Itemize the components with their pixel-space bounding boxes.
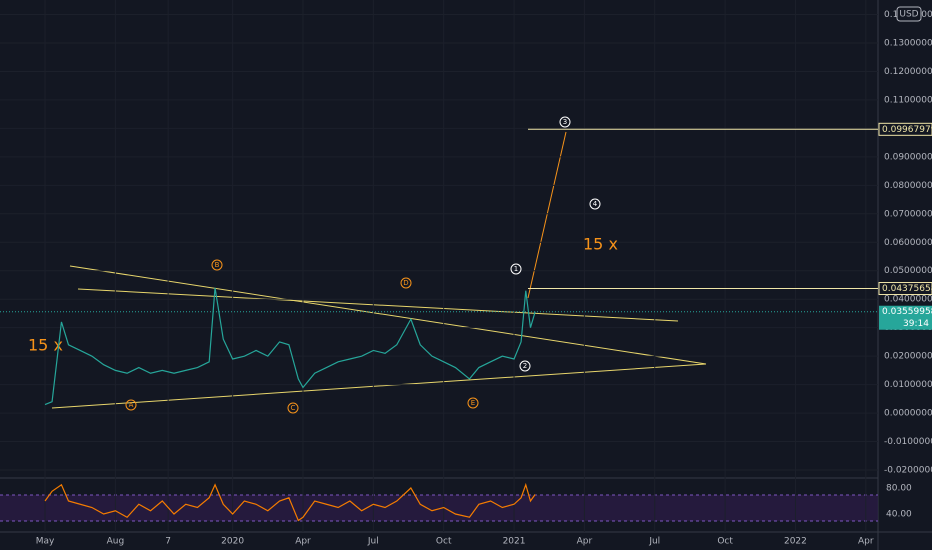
- wave-label: 1: [514, 265, 518, 273]
- trendlines: [51, 265, 707, 409]
- price-label-bg: [879, 305, 932, 330]
- x-tick-label: 2020: [221, 537, 244, 547]
- wave-label: 4: [593, 200, 598, 208]
- wave-label: E: [471, 399, 475, 407]
- wave-circle: [125, 399, 137, 411]
- x-tick-label: Jul: [648, 537, 660, 547]
- x-tick-label: Apr: [295, 537, 311, 547]
- resistance-line: [77, 288, 679, 322]
- price-label-bg: [878, 122, 932, 136]
- x-tick-label: Oct: [436, 537, 452, 547]
- wave-circle: [510, 263, 522, 275]
- wave-label: 2: [523, 362, 527, 370]
- gain-label: 15 x: [28, 336, 63, 355]
- wave-label: 3: [563, 118, 567, 126]
- price-label: 0.04375658: [882, 284, 932, 294]
- wave-label: B: [215, 261, 220, 269]
- x-tick-label: Oct: [717, 537, 733, 547]
- wave-circle: [589, 198, 601, 210]
- x-tick-label: Apr: [858, 537, 874, 547]
- x-tick-label: Aug: [107, 537, 125, 547]
- rsi-band: [0, 495, 878, 521]
- wave-circle: [287, 402, 299, 414]
- annotations: 15 x 15 x A B C D E 1 2 3 4: [28, 116, 618, 414]
- price-label-bg: [878, 282, 932, 296]
- countdown: 39:14: [903, 319, 929, 329]
- rsi-tick-label: 80.00: [886, 484, 912, 494]
- x-tick-label: Jul: [367, 537, 379, 547]
- y-tick-label: 0.00000000: [884, 409, 932, 419]
- x-tick-label: May: [36, 537, 55, 547]
- wave-circle: [559, 116, 571, 128]
- currency-badge: [896, 6, 922, 22]
- wave-label: C: [291, 404, 296, 412]
- wave-label: A: [129, 401, 134, 409]
- wave-circle: [519, 360, 531, 372]
- x-tick-label: 2021: [503, 537, 526, 547]
- rsi-tick-label: 40.00: [886, 510, 912, 520]
- series-line: [44, 482, 536, 522]
- currency-label: USD: [899, 10, 918, 20]
- wave-circle: [400, 277, 412, 289]
- x-tick-label: 7: [165, 537, 171, 547]
- triangle-bottom: [51, 363, 707, 409]
- gain-label: 15 x: [583, 235, 618, 254]
- price-label: 0.09967979: [882, 125, 932, 135]
- x-tick-label: 2022: [784, 537, 807, 547]
- wave-circle: [211, 259, 223, 271]
- x-tick-label: Apr: [577, 537, 593, 547]
- price-label: 0.03559958: [882, 307, 932, 317]
- wave-circle: [467, 397, 479, 409]
- wave-label: D: [403, 279, 408, 287]
- triangle-top: [69, 265, 707, 365]
- series-line: [44, 287, 536, 406]
